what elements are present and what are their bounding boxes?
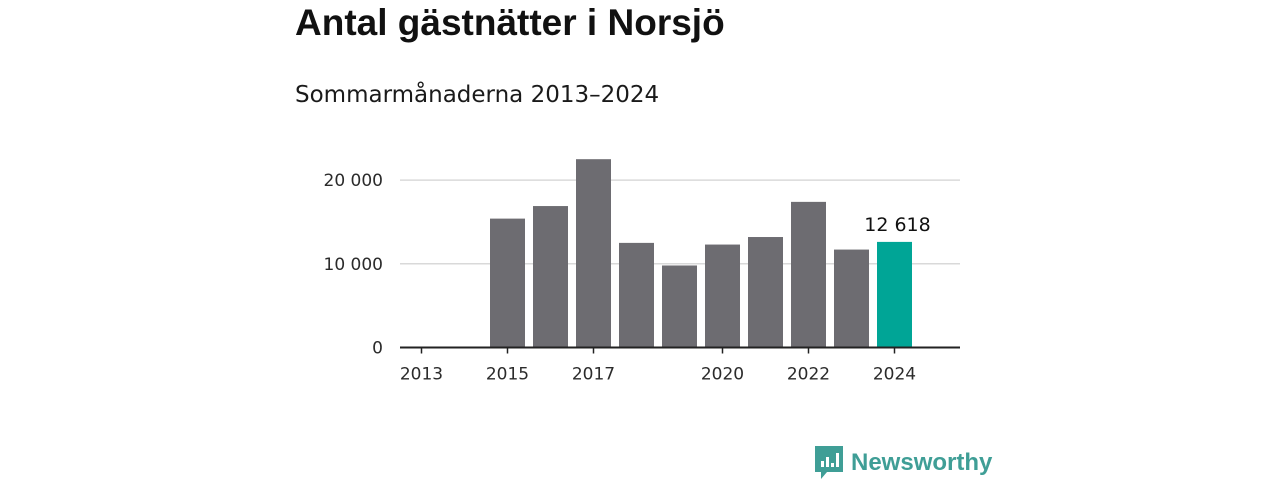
data-label: 12 618 [864,214,930,236]
bar [834,249,869,348]
bar [748,237,783,348]
brand-name: Newsworthy [851,449,993,476]
x-tick-label: 2013 [400,365,443,385]
newsworthy-logo-icon [815,446,843,479]
x-tick-label: 2020 [701,365,744,385]
y-tick-label: 20 000 [324,171,383,191]
y-tick-label: 10 000 [324,255,383,275]
bar [662,265,697,348]
x-tick-label: 2022 [787,365,830,385]
x-tick-label: 2015 [486,365,529,385]
x-tick-label: 2017 [572,365,615,385]
brand-logo: Newsworthy [815,446,992,480]
x-tick-label: 2024 [873,365,916,385]
bar [576,159,611,348]
y-tick-label: 0 [372,339,383,359]
chart-title: Antal gästnätter i Norsjö [295,2,725,43]
bar [619,242,654,348]
chart-subtitle: Sommarmånaderna 2013–2024 [295,82,660,108]
bar-highlight [877,241,912,348]
bar [705,244,740,348]
bar [791,201,826,348]
bar [490,218,525,348]
bar [533,206,568,348]
